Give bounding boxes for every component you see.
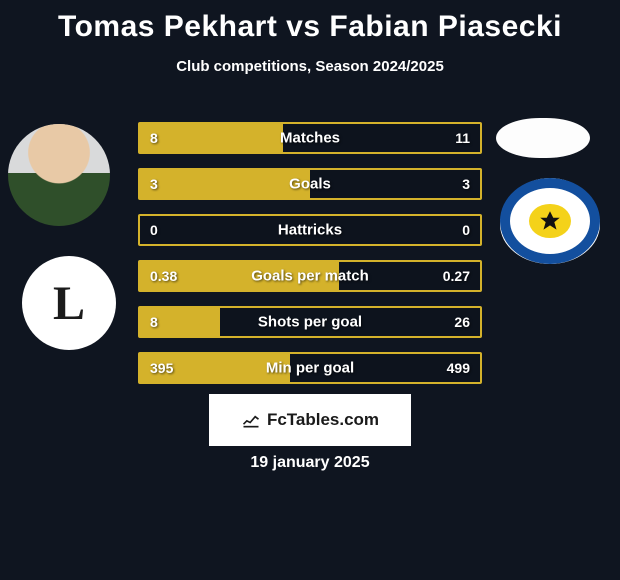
stat-row: 0 0Hattricks <box>138 214 482 246</box>
comparison-chart: 811Matches33Goals00Hattricks0.380.27Goal… <box>138 122 482 398</box>
stat-row: 826Shots per goal <box>138 306 482 338</box>
eagle-icon <box>537 208 563 234</box>
stat-row: 395499Min per goal <box>138 352 482 384</box>
piast-badge-icon <box>500 178 600 264</box>
stat-value-right: 11 <box>455 130 470 146</box>
stat-value-left: 0 <box>150 222 158 238</box>
stat-value-right: 3 <box>462 176 470 192</box>
legia-badge-icon: L <box>53 276 85 331</box>
stat-value-left: 395 <box>150 360 173 376</box>
chart-icon <box>241 410 261 430</box>
fctables-watermark: FcTables.com <box>209 394 411 446</box>
stat-value-right: 499 <box>447 360 470 376</box>
face-placeholder-icon <box>8 124 110 226</box>
date-text: 19 january 2025 <box>0 454 620 472</box>
stat-value-left: 3 <box>150 176 158 192</box>
stat-value-right: 0 <box>462 222 470 238</box>
piast-badge-center-icon <box>529 204 571 238</box>
stat-value-left: 0.38 <box>150 268 177 284</box>
stat-value-right: 26 <box>454 314 470 330</box>
stat-value-left: 8 <box>150 314 158 330</box>
stat-value-right: 0.27 <box>443 268 470 284</box>
page-title: Tomas Pekhart vs Fabian Piasecki <box>0 0 620 44</box>
stat-value-left: 8 <box>150 130 158 146</box>
bar-fill-left <box>140 124 283 152</box>
stat-label: Hattricks <box>140 222 480 239</box>
player-left-photo <box>8 124 110 226</box>
player-right-photo <box>496 118 590 158</box>
stat-row: 0.380.27Goals per match <box>138 260 482 292</box>
stat-row: 811Matches <box>138 122 482 154</box>
club-badge-left: L <box>22 256 116 350</box>
club-badge-right <box>500 178 600 264</box>
bar-fill-left <box>140 170 310 198</box>
stat-row: 33Goals <box>138 168 482 200</box>
subtitle: Club competitions, Season 2024/2025 <box>0 58 620 75</box>
watermark-text: FcTables.com <box>267 410 379 430</box>
